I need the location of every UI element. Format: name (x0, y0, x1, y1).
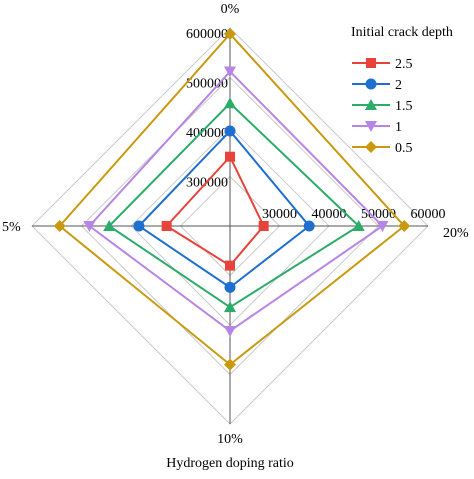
series-point-0.5-1 (398, 220, 411, 232)
series-point-2-1 (303, 220, 315, 232)
series-point-1.5-1 (352, 220, 365, 231)
series-line-2.5 (165, 154, 265, 267)
series-point-1-2 (224, 325, 236, 337)
series-point-1.5-3 (103, 220, 116, 231)
series-0.5 (53, 27, 411, 371)
series-2.5 (161, 151, 269, 271)
tick-label-0-0: 600000 (186, 27, 228, 42)
category-label-top: 0% (221, 2, 240, 17)
legend-entry-2.5: 2.5 (352, 57, 413, 72)
tick-label-1-2: 50000 (361, 207, 396, 222)
legend-label-1: 1 (395, 120, 402, 135)
x-axis-title: Hydrogen doping ratio (166, 456, 294, 471)
series-1 (83, 66, 389, 337)
legend-swatch-marker-0.5 (365, 141, 377, 153)
series-point-2.5-1 (258, 221, 269, 231)
series-point-1-1 (376, 221, 389, 232)
series-point-2-2 (224, 281, 236, 293)
series-2 (133, 125, 315, 293)
series-point-1-0 (224, 66, 236, 78)
series-point-2.5-0 (225, 151, 235, 162)
series-point-2-3 (133, 220, 145, 232)
legend-label-0.5: 0.5 (395, 141, 413, 156)
category-label-right: 20% (443, 226, 469, 241)
legend: Initial crack depth 2.5 2 1.5 1 0.5 (351, 25, 453, 156)
legend-label-2.5: 2.5 (395, 57, 413, 72)
legend-entry-1: 1 (352, 120, 402, 135)
legend-swatch-marker-2.5 (366, 58, 376, 68)
legend-label-1.5: 1.5 (395, 99, 413, 114)
series-1.5 (103, 97, 365, 313)
category-label-left: 5% (2, 220, 21, 235)
series-point-2-0 (224, 125, 236, 137)
tick-label-1-3: 60000 (411, 207, 446, 222)
tick-label-0-1: 500000 (186, 77, 228, 92)
legend-swatch-marker-2 (365, 78, 377, 90)
legend-entry-2: 2 (352, 78, 402, 93)
legend-entry-0.5: 0.5 (352, 141, 413, 156)
series-point-0.5-3 (53, 220, 66, 232)
legend-title: Initial crack depth (351, 25, 453, 40)
series-point-0.5-0 (224, 27, 236, 40)
legend-entry-1.5: 1.5 (352, 99, 413, 114)
legend-swatch-marker-1.5 (365, 99, 377, 110)
legend-label-2: 2 (395, 78, 402, 93)
legend-swatch-marker-1 (365, 121, 377, 132)
category-label-bottom: 10% (217, 432, 243, 447)
series-point-0.5-2 (224, 358, 236, 371)
series-layer (53, 27, 411, 371)
series-point-1.5-2 (224, 301, 236, 313)
series-point-2.5-3 (161, 221, 172, 231)
series-point-1.5-0 (224, 97, 236, 109)
series-point-1-3 (83, 221, 96, 232)
tick-label-1-1: 40000 (312, 207, 347, 222)
tick-label-1-0: 30000 (262, 207, 297, 222)
series-point-2.5-2 (225, 260, 235, 271)
